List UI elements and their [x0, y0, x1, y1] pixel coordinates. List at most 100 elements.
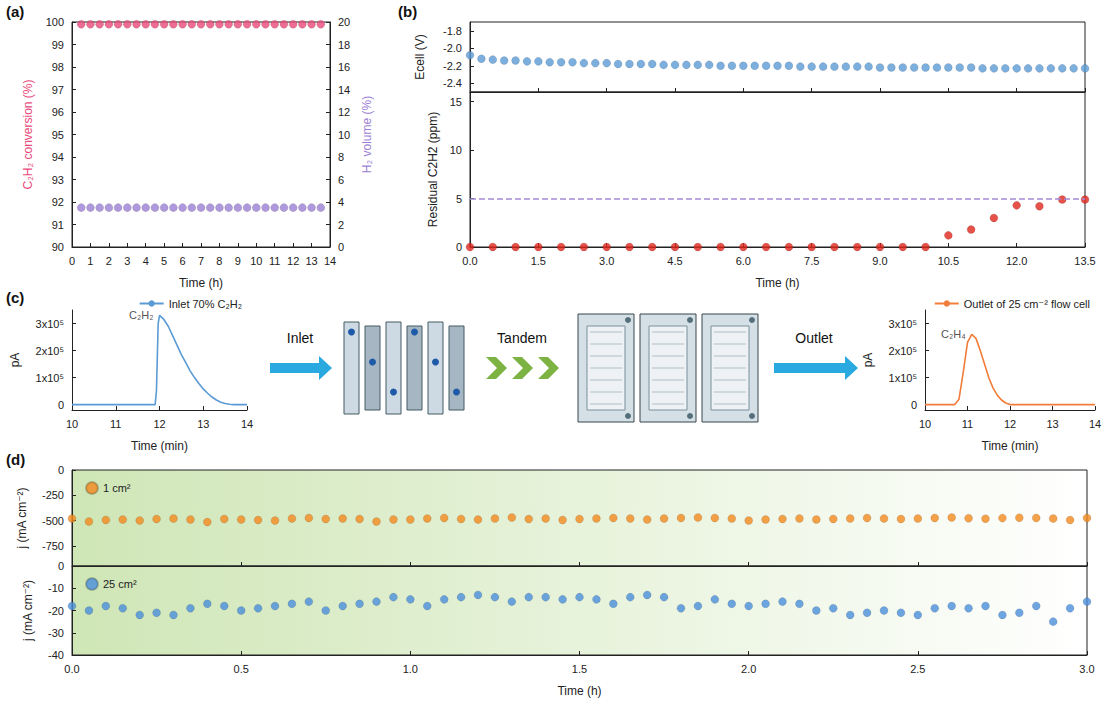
svg-text:10: 10 [338, 129, 350, 141]
svg-text:12: 12 [1004, 418, 1016, 430]
svg-text:Time (min): Time (min) [982, 439, 1039, 453]
svg-text:4: 4 [143, 255, 149, 267]
svg-text:2x10⁵: 2x10⁵ [36, 345, 64, 357]
svg-text:Outlet: Outlet [795, 330, 832, 346]
svg-text:6.0: 6.0 [736, 255, 751, 267]
svg-text:0: 0 [338, 241, 344, 253]
svg-text:C₂H₄: C₂H₄ [941, 328, 966, 340]
svg-text:3: 3 [124, 255, 130, 267]
svg-text:94: 94 [52, 151, 64, 163]
svg-text:(c): (c) [6, 289, 24, 306]
svg-text:14: 14 [241, 418, 253, 430]
svg-text:-10: -10 [48, 582, 64, 594]
svg-text:90: 90 [52, 241, 64, 253]
svg-text:11: 11 [269, 255, 280, 267]
svg-text:j (mA cm⁻²): j (mA cm⁻²) [21, 580, 35, 642]
svg-text:1.0: 1.0 [403, 663, 418, 675]
svg-text:91: 91 [52, 219, 64, 231]
svg-text:14: 14 [338, 84, 350, 96]
svg-text:(a): (a) [6, 3, 24, 20]
svg-text:9: 9 [235, 255, 241, 267]
svg-text:4.5: 4.5 [667, 255, 682, 267]
svg-text:-40: -40 [48, 649, 64, 661]
svg-text:10: 10 [250, 255, 262, 267]
svg-text:-2.2: -2.2 [443, 60, 462, 72]
svg-text:-250: -250 [42, 489, 64, 501]
svg-text:7.5: 7.5 [804, 255, 819, 267]
svg-text:4: 4 [338, 196, 344, 208]
svg-text:10.5: 10.5 [938, 255, 959, 267]
svg-text:25 cm²: 25 cm² [103, 578, 137, 590]
svg-text:5: 5 [456, 193, 462, 205]
svg-text:-750: -750 [42, 540, 64, 552]
svg-text:Time (h): Time (h) [557, 684, 601, 698]
svg-text:-30: -30 [48, 627, 64, 639]
svg-text:12: 12 [338, 106, 350, 118]
svg-text:12.0: 12.0 [1006, 255, 1027, 267]
svg-text:0.0: 0.0 [462, 255, 477, 267]
svg-text:-2.4: -2.4 [443, 77, 462, 89]
svg-text:Time (h): Time (h) [755, 276, 799, 290]
svg-text:92: 92 [52, 196, 64, 208]
svg-text:Inlet 70% C₂H₂: Inlet 70% C₂H₂ [169, 298, 242, 310]
svg-text:97: 97 [52, 84, 64, 96]
svg-text:2.5: 2.5 [910, 663, 925, 675]
svg-text:10: 10 [450, 144, 462, 156]
svg-text:18: 18 [338, 39, 350, 51]
svg-text:H₂ volume (%): H₂ volume (%) [360, 96, 374, 173]
svg-text:1: 1 [87, 255, 93, 267]
svg-text:8: 8 [216, 255, 222, 267]
svg-text:pA: pA [8, 353, 22, 368]
svg-text:2.0: 2.0 [741, 663, 756, 675]
svg-text:0: 0 [58, 464, 64, 476]
svg-text:Time (h): Time (h) [179, 276, 223, 290]
svg-text:1.5: 1.5 [531, 255, 546, 267]
svg-text:0: 0 [69, 255, 75, 267]
svg-text:Tandem: Tandem [497, 330, 547, 346]
svg-text:11: 11 [110, 418, 121, 430]
svg-text:99: 99 [52, 39, 64, 51]
svg-text:-2.0: -2.0 [443, 42, 462, 54]
svg-text:-20: -20 [48, 605, 64, 617]
svg-text:93: 93 [52, 174, 64, 186]
svg-text:(d): (d) [6, 451, 25, 468]
svg-text:Time (min): Time (min) [131, 439, 188, 453]
svg-text:2x10⁵: 2x10⁵ [889, 345, 917, 357]
svg-text:13: 13 [1046, 418, 1058, 430]
svg-text:6: 6 [338, 174, 344, 186]
svg-text:2: 2 [338, 219, 344, 231]
svg-text:20: 20 [338, 16, 350, 28]
svg-text:(b): (b) [398, 3, 417, 20]
svg-text:Ecell (V): Ecell (V) [413, 34, 427, 79]
svg-text:pA: pA [861, 353, 875, 368]
svg-text:1x10⁵: 1x10⁵ [36, 372, 64, 384]
svg-text:C₂H₂: C₂H₂ [129, 309, 153, 321]
svg-text:98: 98 [52, 61, 64, 73]
svg-text:13: 13 [197, 418, 209, 430]
svg-text:16: 16 [338, 61, 350, 73]
svg-text:3.0: 3.0 [599, 255, 614, 267]
svg-text:14: 14 [1089, 418, 1101, 430]
svg-text:Outlet of 25 cm⁻² flow cell: Outlet of 25 cm⁻² flow cell [964, 298, 1090, 310]
svg-text:Residual C2H2 (ppm): Residual C2H2 (ppm) [426, 112, 440, 227]
svg-text:6: 6 [180, 255, 186, 267]
svg-text:12: 12 [153, 418, 165, 430]
svg-text:12: 12 [287, 255, 299, 267]
svg-text:100: 100 [46, 16, 64, 28]
svg-text:Inlet: Inlet [287, 330, 314, 346]
svg-text:15: 15 [450, 96, 462, 108]
svg-text:10: 10 [66, 418, 78, 430]
svg-text:8: 8 [338, 151, 344, 163]
svg-text:95: 95 [52, 129, 64, 141]
svg-text:3.0: 3.0 [1079, 663, 1094, 675]
svg-text:3x10⁵: 3x10⁵ [36, 318, 64, 330]
svg-text:5: 5 [161, 255, 167, 267]
svg-text:11: 11 [962, 418, 973, 430]
svg-text:13: 13 [305, 255, 317, 267]
svg-text:-1.8: -1.8 [443, 25, 462, 37]
svg-text:0.5: 0.5 [234, 663, 249, 675]
svg-text:9.0: 9.0 [872, 255, 887, 267]
svg-text:1 cm²: 1 cm² [103, 482, 131, 494]
svg-text:10: 10 [919, 418, 931, 430]
svg-text:96: 96 [52, 106, 64, 118]
